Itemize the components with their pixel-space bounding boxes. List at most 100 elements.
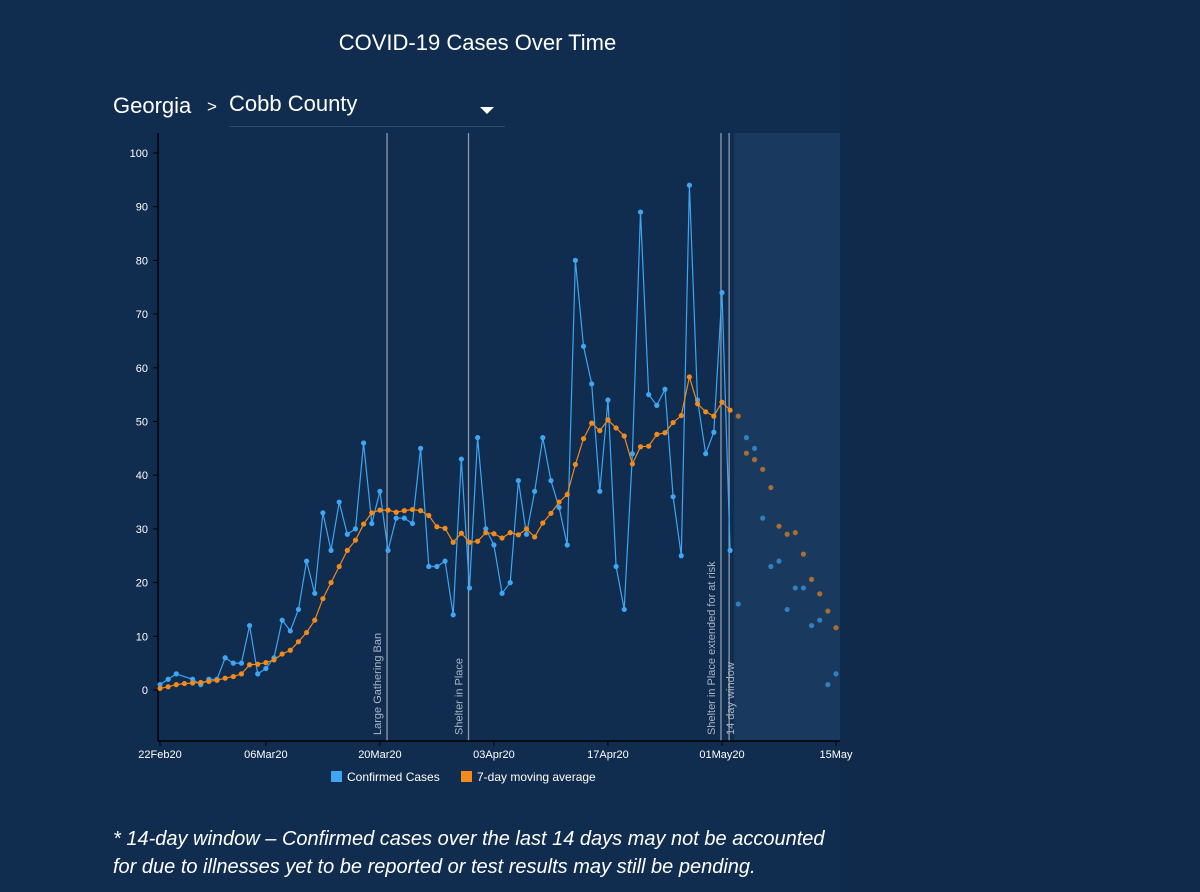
confirmed-point (523, 531, 530, 537)
average-point (475, 538, 481, 544)
legend-label-average: 7-day moving average (477, 770, 596, 784)
confirmed-point (817, 617, 823, 623)
county-select-value: Cobb County (229, 91, 358, 116)
confirmed-point (678, 553, 684, 559)
average-point (328, 580, 334, 586)
average-point (426, 512, 432, 519)
y-tick-label: 100 (130, 148, 148, 160)
confirmed-point (784, 606, 790, 613)
confirmed-point (491, 542, 497, 548)
confirmed-point (629, 451, 635, 457)
average-point (548, 510, 554, 516)
average-point (401, 508, 407, 514)
y-tick-label: 20 (136, 578, 148, 590)
confirmed-point (825, 682, 831, 688)
average-point (320, 596, 326, 602)
confirmed-point (719, 290, 725, 296)
y-tick-label: 0 (142, 685, 148, 697)
average-point (686, 374, 692, 380)
average-point (532, 534, 538, 540)
average-point (751, 457, 758, 463)
y-tick-label: 40 (136, 470, 148, 482)
county-select[interactable]: Cobb County (229, 88, 505, 127)
legend: Confirmed Cases 7-day moving average (331, 770, 596, 784)
average-point (312, 617, 318, 623)
confirmed-point (230, 660, 236, 666)
confirmed-point (385, 547, 391, 553)
y-tick-label: 60 (136, 363, 148, 375)
average-point (825, 608, 831, 614)
confirmed-point (499, 590, 505, 596)
average-point (352, 537, 359, 543)
confirmed-point (458, 456, 464, 462)
confirmed-point (711, 429, 717, 435)
confirmed-point (377, 488, 383, 494)
average-point (817, 591, 823, 597)
page-right-margin (840, 0, 1200, 892)
confirmed-point (751, 445, 758, 451)
confirmed-point (589, 381, 595, 387)
x-tick-label: 03Apr20 (473, 749, 515, 761)
confirmed-point (646, 392, 652, 398)
average-point (344, 547, 350, 553)
confirmed-point (548, 477, 554, 484)
average-point (279, 651, 285, 657)
breadcrumb-state[interactable]: Georgia (113, 93, 192, 118)
event-label: Shelter in Place extended for at risk (706, 561, 718, 735)
average-point (393, 509, 399, 515)
confirmed-point (792, 585, 798, 591)
y-tick-label: 80 (136, 255, 148, 267)
average-point (418, 508, 424, 514)
x-tick-label: 17Apr20 (587, 749, 629, 761)
confirmed-point (572, 257, 578, 263)
confirmed-point (743, 435, 750, 441)
average-point (654, 431, 660, 437)
average-point (719, 399, 725, 405)
confirmed-point (670, 494, 676, 500)
y-tick-label: 50 (136, 417, 148, 429)
confirmed-point (352, 526, 359, 532)
confirmed-point (393, 515, 399, 521)
average-point (491, 531, 497, 537)
average-point (589, 420, 595, 426)
average-point (556, 499, 562, 505)
average-point (621, 433, 627, 439)
confirmed-point (222, 655, 228, 661)
chevron-down-icon[interactable] (480, 107, 494, 114)
event-label: Large Gathering Ban (372, 633, 384, 735)
average-point (287, 647, 293, 653)
average-point (760, 466, 766, 472)
average-point (458, 530, 464, 536)
average-point (703, 409, 709, 415)
confirmed-point (295, 606, 302, 613)
confirmed-point (344, 531, 350, 537)
confirmed-point (475, 435, 481, 441)
average-point (434, 524, 440, 530)
confirmed-point (768, 563, 774, 570)
event-label: 14 day window (725, 662, 737, 735)
average-point (499, 535, 505, 541)
confirmed-point (556, 504, 562, 511)
confirmed-point (336, 499, 342, 505)
axes: 0 10 20 30 40 50 60 70 80 90 100 22Feb20 06Mar20 20Ma… (130, 133, 853, 761)
y-tick-label: 70 (136, 309, 148, 321)
confirmed-point (263, 665, 269, 672)
average-point (165, 684, 171, 690)
confirmed-point (654, 402, 660, 408)
average-point (580, 436, 587, 442)
x-tick-label: 06Mar20 (244, 749, 287, 761)
confirmed-point (800, 585, 807, 591)
legend-swatch-average (461, 771, 472, 782)
confirmed-point (613, 563, 619, 570)
average-point (442, 525, 448, 531)
confirmed-point (760, 515, 766, 521)
average-point (246, 662, 253, 668)
confirmed-point (401, 515, 407, 521)
confirmed-point (580, 343, 587, 349)
confirmed-point (450, 612, 456, 618)
average-point (336, 563, 342, 570)
confirmed-point (328, 547, 334, 553)
confirmed-point (369, 520, 375, 527)
confirmed-point (597, 488, 603, 494)
confirmed-point (409, 520, 416, 527)
